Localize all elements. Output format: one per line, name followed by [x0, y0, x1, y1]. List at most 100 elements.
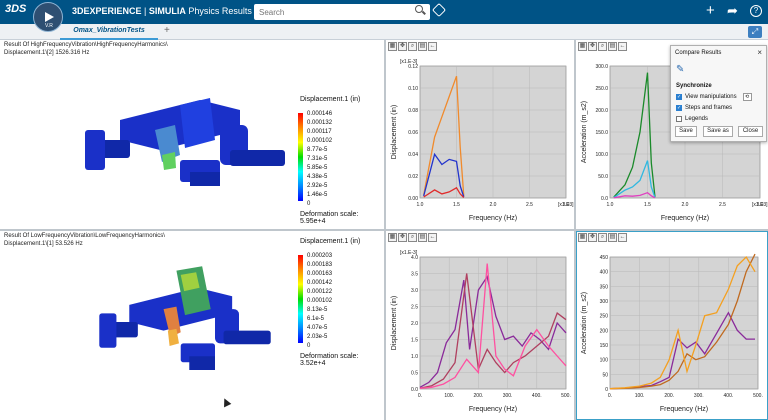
- chart-icon[interactable]: ▤: [418, 233, 427, 242]
- x-tick-label: 2.0: [682, 202, 689, 208]
- fit-icon[interactable]: ✥: [398, 42, 407, 51]
- legend-value: 2.92e-5: [307, 183, 328, 189]
- save-as-button[interactable]: Save as: [703, 126, 733, 137]
- app-title: 3DEXPERIENCE | SIMULIA Physics Results: [72, 6, 252, 16]
- series-line-1: [423, 75, 465, 197]
- chart-icon[interactable]: ▤: [418, 42, 427, 51]
- x-axis-label: Frequency (Hz): [660, 406, 708, 413]
- legend-value: 0.000132: [307, 120, 333, 126]
- grid-icon[interactable]: ▦: [578, 233, 587, 242]
- compare-results-dialog: Compare Results × ✎ Synchronize ✓ View ma…: [670, 45, 767, 142]
- zoom-icon[interactable]: ⌕: [598, 233, 607, 242]
- search-input[interactable]: [254, 4, 430, 20]
- y-tick-label: 200: [600, 328, 609, 334]
- add-tab-button[interactable]: +: [164, 25, 170, 36]
- save-button[interactable]: Save: [675, 126, 697, 137]
- back-icon[interactable]: ←: [428, 233, 437, 242]
- x-tick-label: 500.: [753, 393, 763, 399]
- tag-icon[interactable]: [431, 2, 447, 18]
- legend-title-top: Displacement.1 (in): [300, 96, 361, 103]
- checkbox-checked[interactable]: ✓: [676, 105, 682, 111]
- tab-omax-vibration[interactable]: Omax_VibrationTests: [60, 24, 158, 40]
- fit-icon[interactable]: ✥: [588, 42, 597, 51]
- sim-panel-top[interactable]: Result Of HighFrequencyVibration\HighFre…: [0, 40, 384, 230]
- legend-value: 8.77e-5: [307, 147, 328, 153]
- chart-low-acceleration[interactable]: 0 50 100 150 200 250 300 350 400 450 0. 100. 200. 300…: [576, 245, 766, 419]
- chart-low-displacement[interactable]: 0.0 0.5 1.0 1.5 2.0 2.5 3.0 3.5 4.0 0. 100. 200. 300…: [386, 245, 574, 419]
- y-tick-label: 50.0: [598, 174, 608, 180]
- compass-button[interactable]: V.R: [33, 2, 63, 32]
- grid-icon[interactable]: ▦: [388, 233, 397, 242]
- deformation-scale-top: Deformation scale: 5.95e+4: [300, 211, 359, 225]
- x-tick-label: 2.0: [490, 202, 497, 208]
- option-steps-frames[interactable]: ✓ Steps and frames: [676, 105, 732, 111]
- colorbar-bottom: [298, 255, 303, 343]
- y-tick-label: 0: [605, 387, 608, 393]
- x-tick-label: 1.0: [417, 202, 424, 208]
- x-tick-label: 200.: [664, 393, 674, 399]
- divider[interactable]: [0, 229, 768, 231]
- close-button[interactable]: Close: [738, 126, 763, 137]
- chart-toolbar: ▦ ✥ ⌕ ▤ ←: [388, 42, 437, 52]
- colorbar-top: [298, 113, 303, 201]
- model-high-frequency[interactable]: [80, 70, 290, 190]
- search-icon[interactable]: [415, 5, 423, 13]
- link-icon[interactable]: ⟲: [742, 93, 752, 101]
- pencil-icon[interactable]: ✎: [676, 64, 685, 75]
- y-tick-label: 250: [600, 314, 609, 320]
- model-low-frequency[interactable]: [80, 262, 290, 382]
- back-icon[interactable]: ←: [618, 42, 627, 51]
- chart-icon[interactable]: ▤: [608, 233, 617, 242]
- x-multiplier: [x1.E3]: [558, 202, 574, 208]
- fit-icon[interactable]: ✥: [588, 233, 597, 242]
- legend-value: 4.38e-5: [307, 174, 328, 180]
- grid-icon[interactable]: ▦: [388, 42, 397, 51]
- y-tick-label: 350: [600, 284, 609, 290]
- checkbox-unchecked[interactable]: [676, 116, 682, 122]
- y-tick-label: 200.0: [595, 108, 608, 114]
- fit-icon[interactable]: ✥: [398, 233, 407, 242]
- x-tick-label: 200.: [474, 393, 484, 399]
- share-icon[interactable]: ➦: [727, 3, 738, 18]
- option-label: View manipulations: [685, 94, 737, 100]
- legend-value: 7.31e-5: [307, 156, 328, 162]
- tab-bar: Omax_VibrationTests +: [0, 24, 768, 40]
- chart-icon[interactable]: ▤: [608, 42, 617, 51]
- synchronize-heading: Synchronize: [676, 83, 712, 89]
- y-tick-label: 0.00: [408, 196, 418, 202]
- y-multiplier: [x1.E-3]: [400, 59, 418, 65]
- y-tick-label: 4.0: [411, 255, 418, 261]
- zoom-icon[interactable]: ⌕: [408, 233, 417, 242]
- legend-value: 2.03e-5: [307, 334, 328, 340]
- zoom-icon[interactable]: ⌕: [408, 42, 417, 51]
- option-label: Legends: [685, 116, 709, 122]
- legend-value: 0.000163: [307, 271, 333, 277]
- legend-title-bottom: Displacement.1 (in): [300, 238, 361, 245]
- x-multiplier: [x1.E3]: [752, 202, 768, 208]
- legend-value: 0.000117: [307, 129, 332, 135]
- x-tick-label: 1.0: [607, 202, 614, 208]
- x-tick-label: 100.: [444, 393, 454, 399]
- back-icon[interactable]: ←: [428, 42, 437, 51]
- play-icon: [45, 12, 54, 22]
- chart-high-displacement[interactable]: 0.00 0.02 0.04 0.06 0.08 0.10 0.12 1.0 1.5 2.0 2.5…: [386, 54, 574, 228]
- top-bar: 3DS 3DEXPERIENCE | SIMULIA Physics Resul…: [0, 0, 768, 24]
- y-tick-label: 100.0: [595, 152, 608, 158]
- x-tick-label: 100.: [635, 393, 645, 399]
- option-legends[interactable]: Legends: [676, 116, 708, 122]
- checkbox-checked[interactable]: ✓: [676, 94, 682, 100]
- expand-icon[interactable]: ⤢: [748, 26, 762, 38]
- sim-panel-bottom[interactable]: Result Of LowFrequencyVibration\LowFrequ…: [0, 232, 384, 420]
- y-tick-label: 3.5: [411, 272, 418, 278]
- grid-icon[interactable]: ▦: [578, 42, 587, 51]
- plus-icon[interactable]: +: [706, 2, 715, 19]
- y-tick-label: 250.0: [595, 86, 608, 92]
- back-icon[interactable]: ←: [618, 233, 627, 242]
- option-view-manipulations[interactable]: ✓ View manipulations ⟲: [676, 93, 752, 101]
- legend-value: 4.07e-5: [307, 325, 328, 331]
- legend-value: 8.13e-5: [307, 307, 328, 313]
- zoom-icon[interactable]: ⌕: [598, 42, 607, 51]
- help-icon[interactable]: ?: [750, 5, 762, 17]
- chart-toolbar: ▦ ✥ ⌕ ▤ ←: [578, 42, 627, 52]
- close-icon[interactable]: ×: [757, 48, 762, 57]
